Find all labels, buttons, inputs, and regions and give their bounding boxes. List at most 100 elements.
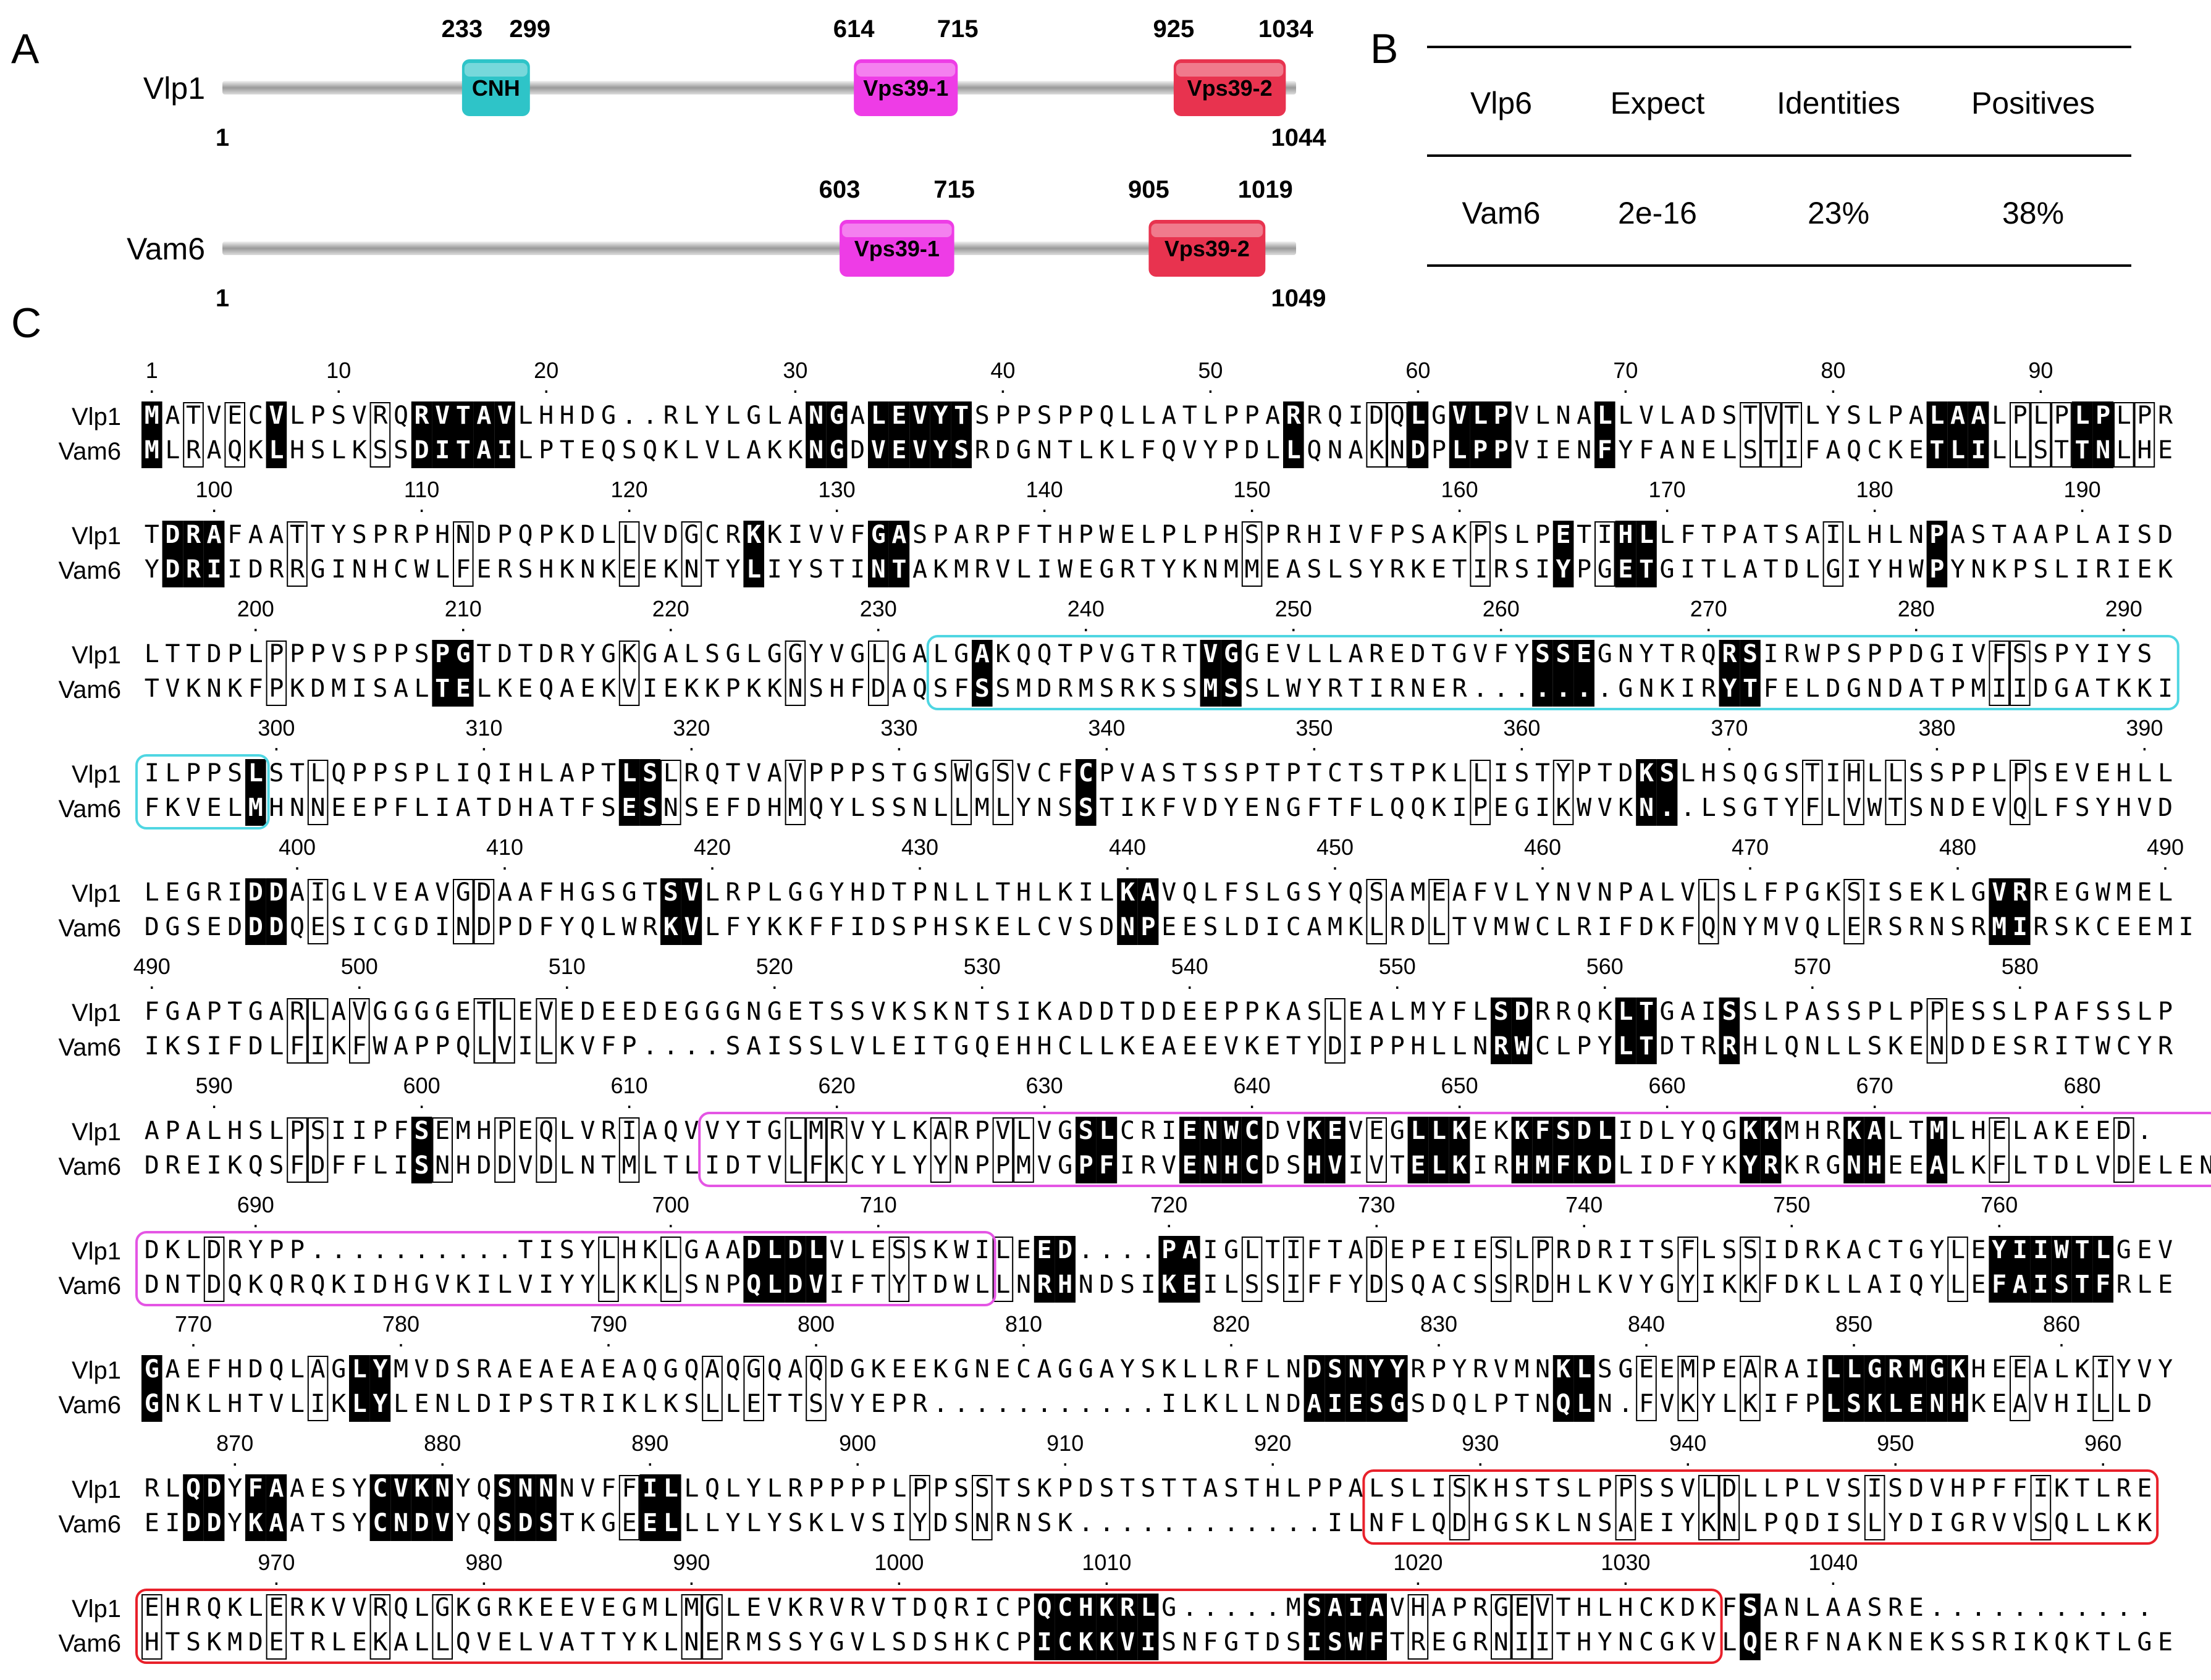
residue: E xyxy=(1390,640,1405,668)
residue: I xyxy=(497,759,512,788)
residue: L xyxy=(2075,521,2090,549)
residue: S xyxy=(1992,998,2007,1026)
residue: N xyxy=(580,555,595,584)
residue: . xyxy=(373,1236,387,1264)
identical-column xyxy=(411,1474,432,1541)
residue: S xyxy=(830,998,844,1026)
residue: K xyxy=(1494,1117,1509,1145)
residue: . xyxy=(933,1390,948,1418)
residue: Q xyxy=(476,1509,491,1537)
residue: L xyxy=(1514,521,1529,549)
domain-end-position: 715 xyxy=(937,15,979,43)
similar-column xyxy=(1366,879,1387,944)
residue: E xyxy=(601,1594,616,1622)
residue: S xyxy=(352,521,367,549)
residue: V xyxy=(871,436,886,464)
residue: . xyxy=(1037,1390,1052,1418)
residue: R xyxy=(207,878,222,907)
residue: I xyxy=(1349,1032,1363,1060)
residue: S xyxy=(684,1270,699,1299)
residue: L xyxy=(746,640,761,668)
identical-column xyxy=(203,1474,225,1541)
residue: P xyxy=(1494,436,1509,464)
residue: E xyxy=(145,1594,159,1622)
residue: P xyxy=(269,1236,284,1264)
residue: T xyxy=(726,759,741,788)
residue: N xyxy=(1784,1594,1799,1622)
residue: I xyxy=(2095,1355,2110,1384)
residue: H xyxy=(1079,1594,1093,1622)
residue: E xyxy=(518,1117,533,1145)
residue: Q xyxy=(642,436,657,464)
residue: L xyxy=(1701,1474,1716,1503)
similar-column xyxy=(307,879,329,944)
residue: L xyxy=(891,1151,906,1180)
residue: R xyxy=(1328,674,1343,703)
residue: P xyxy=(1805,1390,1820,1418)
residue: H xyxy=(435,521,450,549)
residue: S xyxy=(2013,1032,2028,1060)
residue: S xyxy=(1784,759,1799,788)
identical-column xyxy=(1740,640,1761,707)
residue: H xyxy=(269,794,284,822)
residue: I xyxy=(1328,521,1342,549)
residue: N xyxy=(809,401,823,430)
residue: S xyxy=(1369,759,1384,788)
residue: G xyxy=(1618,674,1633,703)
residue: L xyxy=(415,674,429,703)
identical-column xyxy=(411,401,432,468)
residue: D xyxy=(1639,1117,1654,1145)
residue: E xyxy=(1639,1509,1654,1537)
domain-block xyxy=(1173,59,1286,116)
ruler-dot: . xyxy=(149,968,155,994)
residue: S xyxy=(1494,1270,1509,1299)
residue: G xyxy=(1079,1355,1093,1384)
residue: G xyxy=(165,998,180,1026)
residue: I xyxy=(1037,555,1052,584)
residue: F xyxy=(1805,794,1820,822)
similar-column xyxy=(1698,879,1719,944)
residue: T xyxy=(912,1270,927,1299)
residue: I xyxy=(1826,1509,1840,1537)
residue: E xyxy=(663,674,678,703)
residue: P xyxy=(1577,555,1591,584)
residue: D xyxy=(269,878,284,907)
residue: C xyxy=(394,555,408,584)
residue: N xyxy=(871,555,886,584)
residue: A xyxy=(2033,1117,2048,1145)
residue: I xyxy=(2033,1474,2048,1503)
domain-label: Vps39-1 xyxy=(863,75,948,101)
residue: I xyxy=(1349,401,1363,430)
residue: P xyxy=(2013,759,2028,788)
residue: R xyxy=(415,401,430,430)
residue: G xyxy=(1743,794,1758,822)
residue: L xyxy=(1826,794,1840,822)
residue: K xyxy=(912,1117,927,1145)
residue: M xyxy=(2158,913,2173,941)
ruler-number: 120 xyxy=(611,477,648,502)
residue: T xyxy=(186,640,201,668)
residue: R xyxy=(269,555,284,584)
residue: Q xyxy=(809,794,823,822)
residue: F xyxy=(580,794,595,822)
ruler-dot: . xyxy=(1311,730,1317,755)
residue: A xyxy=(269,521,284,549)
residue: S xyxy=(560,1236,575,1264)
residue: V xyxy=(2137,794,2152,822)
residue: K xyxy=(165,1236,180,1264)
residue: D xyxy=(1888,674,1903,703)
residue: P xyxy=(1016,1628,1031,1657)
residue: . xyxy=(1182,1509,1197,1537)
residue: R xyxy=(1805,1151,1821,1180)
residue: K xyxy=(1722,1151,1737,1180)
ruler-number: 170 xyxy=(1649,477,1686,502)
residue: L xyxy=(1826,1390,1840,1418)
residue: D xyxy=(248,878,263,907)
residue: Y xyxy=(1120,1355,1135,1384)
residue: E xyxy=(1265,1032,1280,1060)
residue: P xyxy=(2013,555,2028,584)
ruler-dot: . xyxy=(1726,730,1732,755)
table-header-identities: Identities xyxy=(1777,86,1900,120)
residue: N xyxy=(684,555,699,584)
